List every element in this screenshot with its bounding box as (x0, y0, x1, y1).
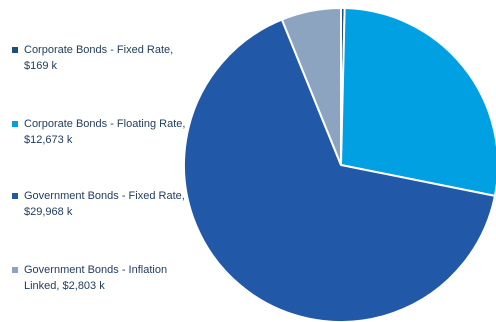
legend-label-government-inflation: Government Bonds - Inflation Linked, $2,… (24, 264, 168, 292)
legend-label-corporate-floating: Corporate Bonds - Floating Rate, $12,673… (24, 118, 186, 146)
legend-item-government-inflation: Government Bonds - Inflation Linked, $2,… (12, 262, 190, 294)
legend-swatch-corporate-fixed (12, 47, 18, 53)
legend-item-government-fixed: Government Bonds - Fixed Rate, $29,968 k (12, 188, 190, 220)
legend-swatch-government-inflation (12, 267, 18, 273)
legend-label-corporate-fixed: Corporate Bonds - Fixed Rate, $169 k (24, 44, 174, 72)
legend-swatch-corporate-floating (12, 121, 18, 127)
legend-item-corporate-fixed: Corporate Bonds - Fixed Rate, $169 k (12, 42, 190, 74)
pie-slice-government-fixed (183, 18, 496, 322)
legend-item-corporate-floating: Corporate Bonds - Floating Rate, $12,673… (12, 116, 190, 148)
legend-label-government-fixed: Government Bonds - Fixed Rate, $29,968 k (24, 190, 185, 218)
legend-swatch-government-fixed (12, 193, 18, 199)
pie-slice-corporate-floating (340, 7, 496, 197)
pie-slice-government-inflation (280, 7, 342, 166)
